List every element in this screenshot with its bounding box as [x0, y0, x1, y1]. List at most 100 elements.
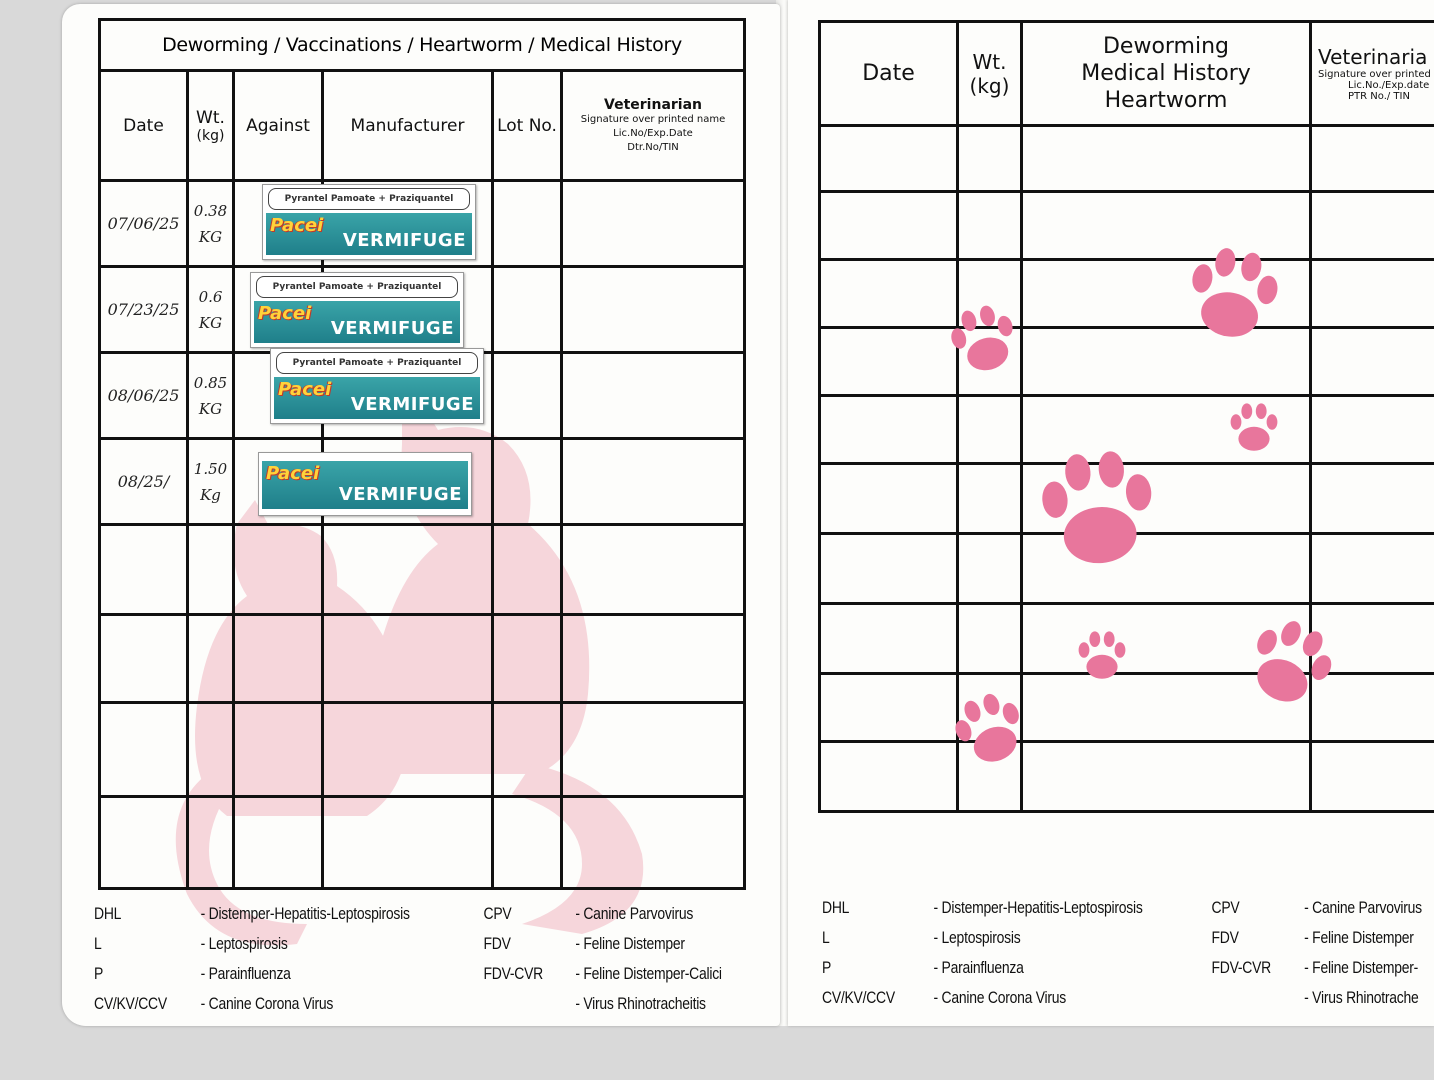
- legend-abbr: DHL: [94, 904, 122, 923]
- sticker-brand: Pacei: [270, 215, 324, 236]
- header-weight: Wt. (kg): [956, 20, 1023, 127]
- legend-desc: - Feline Distemper-: [1304, 958, 1419, 977]
- row-weight: 0.38 KG: [186, 179, 235, 268]
- header-weight-unit: (kg): [969, 73, 1010, 98]
- paw-print-icon: [1257, 621, 1332, 702]
- header-against: Against: [232, 69, 324, 182]
- header-date: Date: [818, 20, 959, 127]
- legend-desc: - Canine Corona Virus: [933, 988, 1067, 1007]
- legend-desc: - Parainfluenza: [933, 958, 1024, 977]
- legend-desc: - Feline Distemper: [1304, 928, 1414, 947]
- sticker-vermifuge: VERMIFUGE: [330, 318, 454, 339]
- legend-desc: - Leptospirosis: [933, 928, 1021, 947]
- row-weight-value: 0.85: [193, 373, 228, 392]
- row-weight: 0.85 KG: [186, 351, 235, 440]
- row-weight-unit: KG: [198, 227, 223, 246]
- vet-line-2: Lic.No./Exp.date: [1348, 80, 1430, 91]
- sticker-drug-label: Pyrantel Pamoate + Praziquantel: [268, 188, 470, 210]
- table-row: [818, 124, 1434, 193]
- paw-print-icon: [955, 693, 1019, 762]
- vet-line-2: Lic.No/Exp.Date: [613, 127, 693, 139]
- row-weight-value: 1.50: [193, 459, 228, 478]
- vet-line-3: PTR No./ TIN: [1348, 91, 1410, 102]
- row-date: 07/06/25: [98, 179, 189, 268]
- header-weight-label: Wt.: [972, 49, 1007, 74]
- vermifuge-sticker: Pyrantel Pamoate + Praziquantel Pacei VER…: [270, 348, 484, 424]
- table-row: [818, 326, 1434, 397]
- legend-desc: - Canine Corona Virus: [200, 994, 334, 1013]
- legend-abbr: L: [94, 934, 102, 953]
- legend-desc: - Canine Parvovirus: [575, 904, 694, 923]
- legend-desc: - Virus Rhinotrache: [1304, 988, 1419, 1007]
- legend-abbr: L: [822, 928, 830, 947]
- table-row: [98, 523, 747, 616]
- legend-desc: - Virus Rhinotracheitis: [575, 994, 706, 1013]
- header-lot-no: Lot No.: [491, 69, 563, 182]
- left-page-title: Deworming / Vaccinations / Heartworm / M…: [97, 18, 747, 72]
- paw-print-icon: [951, 305, 1013, 371]
- table-row: [818, 190, 1434, 261]
- table-row: [98, 701, 747, 798]
- left-page: Deworming / Vaccinations / Heartworm / M…: [62, 4, 780, 1026]
- header-weight-label: Wt.: [196, 107, 225, 128]
- row-date: 08/25/: [98, 437, 189, 526]
- legend-desc: - Leptospirosis: [200, 934, 288, 953]
- sticker-brand: Pacei: [266, 463, 320, 484]
- legend-desc: - Parainfluenza: [200, 964, 291, 983]
- sticker-brand: Pacei: [278, 379, 332, 400]
- table-row: [98, 795, 747, 890]
- vet-line-1: Signature over printed n: [1318, 69, 1434, 80]
- header-medical-history: Deworming Medical History Heartworm: [1020, 20, 1312, 127]
- legend-abbr: P: [94, 964, 104, 983]
- row-weight-unit: KG: [198, 399, 223, 418]
- vet-title: Veterinarian: [604, 96, 703, 113]
- legend-desc: - Distemper-Hepatitis-Leptospirosis: [933, 898, 1143, 917]
- header-manufacturer: Manufacturer: [321, 69, 494, 182]
- legend-desc: - Distemper-Hepatitis-Leptospirosis: [200, 904, 410, 923]
- row-weight-unit: Kg: [200, 485, 221, 504]
- row-weight-unit: KG: [198, 313, 223, 332]
- sticker-drug-label: Pyrantel Pamoate + Praziquantel: [276, 352, 478, 374]
- right-record-table: Date Wt. (kg) Deworming Medical History …: [818, 20, 1434, 813]
- paw-print-icon: [1042, 451, 1152, 564]
- history-line-1: Deworming: [1102, 34, 1230, 59]
- row-weight-value: 0.6: [198, 287, 223, 306]
- row-date: 08/06/25: [98, 351, 189, 440]
- left-record-table: Deworming / Vaccinations / Heartworm / M…: [97, 18, 747, 890]
- row-weight: 0.6 KG: [186, 265, 235, 354]
- legend-abbr: FDV-CVR: [1211, 958, 1272, 977]
- history-line-3: Heartworm: [1104, 88, 1228, 113]
- sticker-vermifuge: VERMIFUGE: [342, 230, 466, 251]
- vet-line-1: Signature over printed name: [580, 113, 726, 125]
- table-row: [818, 462, 1434, 535]
- legend-abbr: CPV: [1211, 898, 1240, 917]
- header-veterinarian: Veterinaria Signature over printed n Lic…: [1309, 20, 1434, 127]
- paw-print-icon: [1078, 631, 1126, 679]
- header-date: Date: [98, 69, 189, 182]
- header-veterinarian: Veterinarian Signature over printed name…: [559, 69, 747, 182]
- right-legend: DHL - Distemper-Hepatitis-Leptospirosis …: [822, 898, 1434, 1018]
- left-legend: DHL - Distemper-Hepatitis-Leptospirosis …: [94, 904, 750, 1024]
- vet-line-3: Dtr.No/TIN: [627, 141, 679, 153]
- legend-abbr: P: [822, 958, 832, 977]
- header-weight-unit: (kg): [196, 127, 225, 144]
- history-line-2: Medical History: [1081, 61, 1251, 86]
- legend-desc: - Feline Distemper-Calici: [575, 964, 722, 983]
- legend-abbr: DHL: [822, 898, 850, 917]
- legend-abbr: CV/KV/CCV: [822, 988, 895, 1007]
- header-weight: Wt. (kg): [186, 69, 235, 182]
- legend-abbr: FDV: [483, 934, 511, 953]
- legend-abbr: CV/KV/CCV: [94, 994, 167, 1013]
- table-row: [818, 740, 1434, 813]
- table-row: [818, 258, 1434, 329]
- legend-abbr: FDV: [1211, 928, 1239, 947]
- sticker-vermifuge: VERMIFUGE: [350, 394, 474, 415]
- row-date: 07/23/25: [98, 265, 189, 354]
- sticker-drug-label: Pyrantel Pamoate + Praziquantel: [256, 276, 458, 298]
- legend-desc: - Canine Parvovirus: [1304, 898, 1422, 917]
- table-row: [98, 613, 747, 704]
- vermifuge-sticker: Pacei VERMIFUGE: [258, 452, 472, 516]
- vermifuge-sticker: Pyrantel Pamoate + Praziquantel Pacei VER…: [262, 184, 476, 260]
- table-row: [818, 602, 1434, 675]
- row-weight-value: 0.38: [193, 201, 228, 220]
